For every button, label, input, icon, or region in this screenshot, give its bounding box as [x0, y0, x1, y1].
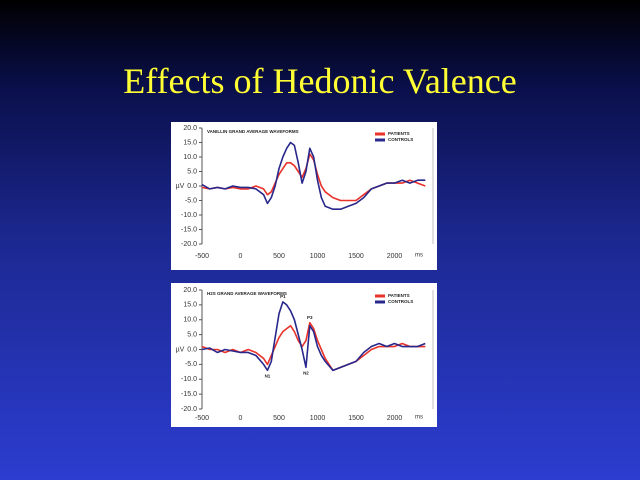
legend-swatch: [375, 294, 385, 298]
x-tick-label: 0: [239, 253, 243, 260]
x-tick-label: 0: [239, 415, 243, 422]
x-tick-label: 2000: [387, 253, 403, 260]
y-tick-label: 15.0: [183, 302, 197, 309]
slide-title: Effects of Hedonic Valence: [123, 61, 517, 101]
y-tick-label: 15.0: [183, 139, 197, 146]
y-tick-label: 20.0: [183, 287, 197, 294]
series-line: [201, 141, 426, 210]
legend-label: PATIENTS: [388, 293, 410, 298]
annotation: P3: [307, 315, 313, 320]
x-tick-label: 1000: [310, 415, 326, 422]
x-tick-label: 1500: [348, 253, 364, 260]
chart-background: [171, 122, 437, 270]
legend-swatch: [375, 300, 385, 304]
legend-swatch: [375, 132, 385, 136]
y-tick-label: 20.0: [183, 125, 197, 132]
series-line: [201, 321, 426, 372]
x-tick-label: 2000: [387, 415, 403, 422]
y-tick-label: 10.0: [183, 317, 197, 324]
legend-label: CONTROLS: [388, 137, 413, 142]
y-tick-label: 0.0: [187, 346, 197, 353]
x-tick-label: 1000: [310, 253, 326, 260]
chart: 20.0 15.0 10.0 5.0 0.0 -5.0 -10.0 -15.0 -20.0 -50…: [171, 122, 437, 270]
y-tick-label: -15.0: [181, 391, 197, 398]
y-tick-label: 5.0: [187, 168, 197, 175]
y-tick-label: -10.0: [181, 376, 197, 383]
y-axis-label: µV: [176, 183, 185, 190]
y-tick-label: -5.0: [185, 361, 197, 368]
x-tick-label: 1500: [348, 415, 364, 422]
annotation: P1: [280, 294, 286, 299]
legend-label: CONTROLS: [388, 299, 413, 304]
x-tick-label: 500: [273, 253, 285, 260]
annotation: N2: [303, 371, 309, 376]
y-tick-label: 10.0: [183, 154, 197, 161]
x-tick-label: -500: [195, 253, 209, 260]
y-tick-label: -5.0: [185, 197, 197, 204]
y-tick-label: 5.0: [187, 331, 197, 338]
legend-swatch: [375, 138, 385, 142]
legend-label: PATIENTS: [388, 131, 410, 136]
y-tick-label: -10.0: [181, 212, 197, 219]
x-axis-label: ms: [415, 415, 423, 421]
x-axis-label: ms: [415, 253, 423, 259]
chart-title: H2S GRAND AVERAGE WAVEFORMS: [207, 291, 287, 296]
y-tick-label: -20.0: [181, 406, 197, 413]
series-line: [201, 301, 426, 372]
annotation: N1: [265, 374, 271, 379]
x-tick-label: -500: [195, 415, 209, 422]
y-tick-label: -20.0: [181, 241, 197, 248]
chart: 20.0 15.0 10.0 5.0 0.0 -5.0 -10.0 -15.0 -20.0 -50…: [171, 283, 437, 427]
y-tick-label: 0.0: [187, 183, 197, 190]
chart-title: VANILLIN GRAND AVERAGE WAVEFORMS: [207, 129, 299, 134]
y-axis-label: µV: [176, 346, 185, 353]
x-tick-label: 500: [273, 415, 285, 422]
y-tick-label: -15.0: [181, 226, 197, 233]
